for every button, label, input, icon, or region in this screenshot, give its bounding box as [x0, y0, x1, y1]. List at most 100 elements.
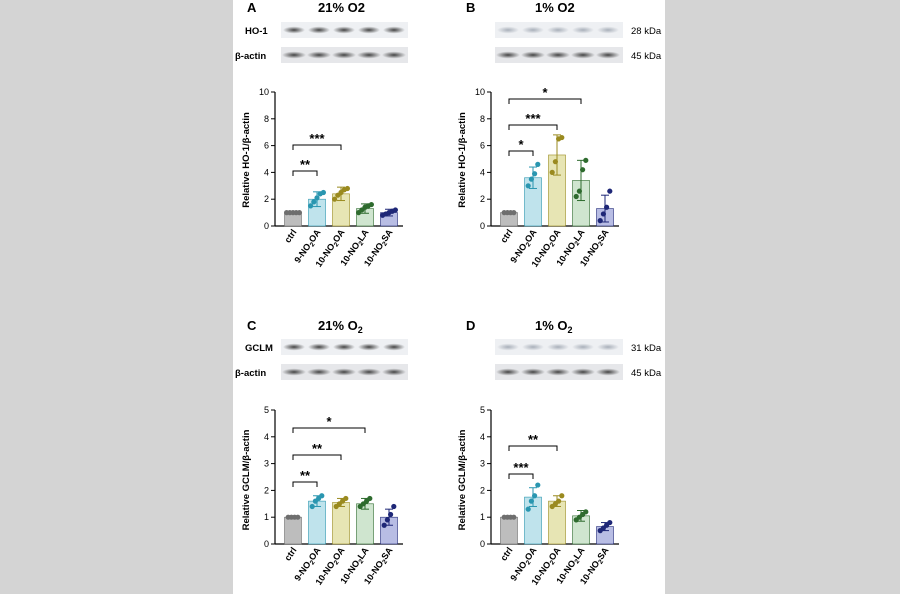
y-tick-label: 4	[480, 432, 485, 442]
data-point	[583, 509, 589, 515]
bracket-line	[508, 445, 558, 451]
y-axis-label: Relative HO-1/β-actin	[241, 112, 252, 208]
significance-bracket: **	[508, 432, 558, 451]
panel-title-sub: 2	[358, 325, 363, 335]
significance-label: ***	[309, 131, 325, 146]
category-suffix: OA	[331, 545, 347, 562]
y-tick-label: 2	[264, 194, 269, 204]
data-point	[604, 204, 610, 210]
data-point	[391, 503, 397, 510]
blot-band	[546, 51, 570, 59]
bar	[500, 516, 518, 545]
data-point	[525, 506, 531, 512]
panel-title-main: 21% O	[318, 318, 358, 333]
blot-band	[596, 51, 620, 59]
bracket-line	[292, 454, 342, 460]
bar-group	[284, 514, 302, 545]
significance-label: **	[300, 157, 311, 172]
category-label: ctrl	[282, 227, 298, 244]
y-tick-label: 10	[259, 87, 269, 97]
bar-group	[356, 495, 374, 545]
significance-bracket: *	[508, 85, 582, 104]
category-suffix: OA	[523, 545, 539, 562]
blot-loading-strip	[495, 47, 623, 63]
bar-group	[308, 189, 326, 227]
data-point	[576, 188, 582, 194]
data-point	[525, 183, 531, 189]
y-tick-label: 3	[480, 459, 485, 469]
bar-group	[332, 185, 350, 227]
y-tick-label: 5	[480, 405, 485, 415]
blot-band	[546, 368, 570, 376]
blot-band	[521, 368, 545, 376]
data-point	[600, 211, 606, 217]
category-subscript: 2	[549, 241, 557, 248]
y-tick-label: 4	[480, 167, 485, 177]
category-main: ctrl	[498, 227, 514, 244]
bar-group	[524, 161, 542, 227]
significance-bracket: *	[508, 137, 534, 156]
category-suffix: SA	[379, 545, 395, 561]
data-point	[314, 195, 320, 201]
blot-band	[358, 26, 380, 34]
bar-group	[380, 207, 398, 227]
blot-band	[333, 26, 355, 34]
blot-band	[596, 368, 620, 376]
blot-loading-label: β-actin	[235, 368, 266, 379]
data-point	[607, 519, 613, 526]
category-suffix: OA	[547, 545, 563, 562]
data-point	[559, 493, 565, 499]
data-point	[392, 207, 398, 213]
blot-target-kda: 31 kDa	[631, 343, 662, 354]
y-axis-label: Relative GCLM/β-actin	[241, 429, 252, 530]
blot-target-label: GCLM	[245, 343, 273, 354]
panel-title: 21% O2	[318, 318, 363, 335]
category-subscript: 2	[525, 559, 533, 566]
significance-bracket: **	[292, 157, 318, 176]
category-suffix: OA	[547, 227, 563, 244]
category-subscript: 2	[381, 558, 389, 565]
data-point	[308, 203, 314, 209]
blot-band	[497, 26, 519, 34]
category-main: ctrl	[282, 227, 298, 244]
category-suffix: LA	[356, 545, 371, 561]
category-suffix: LA	[572, 227, 587, 243]
significance-label: *	[542, 85, 548, 100]
data-point	[319, 493, 325, 499]
blot-band	[332, 368, 356, 376]
blot-target-strip	[495, 339, 623, 355]
panel-title-main: 21% O2	[318, 0, 365, 15]
significance-bracket: **	[292, 468, 318, 487]
y-tick-label: 6	[264, 141, 269, 151]
blot-target-label: HO-1	[245, 26, 268, 37]
panel-letter: A	[247, 0, 257, 15]
bracket-line	[292, 427, 366, 433]
y-tick-label: 0	[264, 221, 269, 231]
blot-band	[357, 368, 381, 376]
blot-band	[383, 343, 405, 351]
category-main: ctrl	[498, 545, 514, 562]
data-point	[388, 511, 394, 518]
category-subscript: 2	[309, 559, 317, 566]
category-subscript: 2	[333, 559, 341, 566]
panel-title-sub: 2	[568, 325, 573, 335]
category-subscript: 2	[381, 240, 389, 247]
category-subscript: 2	[574, 558, 582, 565]
bar-group	[284, 210, 302, 227]
category-main: ctrl	[282, 545, 298, 562]
data-point	[552, 159, 558, 165]
blot-band	[521, 51, 545, 59]
y-tick-label: 2	[480, 485, 485, 495]
data-point	[343, 495, 349, 502]
category-subscript: 2	[358, 558, 366, 565]
significance-label: *	[518, 137, 524, 152]
panel-title: 21% O2	[318, 0, 365, 15]
figure: A 21% O2 HO-1 β-actin 0 2 4 6 8 10 Relative HO-1/β…	[233, 0, 665, 594]
y-axis-label: Relative GCLM/β-actin	[457, 429, 468, 530]
category-subscript: 2	[358, 240, 366, 247]
panel-B: B 1% O2 28 kDa 45 kDa 0 2 4 6 8 10 Relative HO-1/β…	[457, 0, 662, 269]
significance-bracket: *	[292, 414, 366, 433]
data-point	[556, 498, 562, 504]
